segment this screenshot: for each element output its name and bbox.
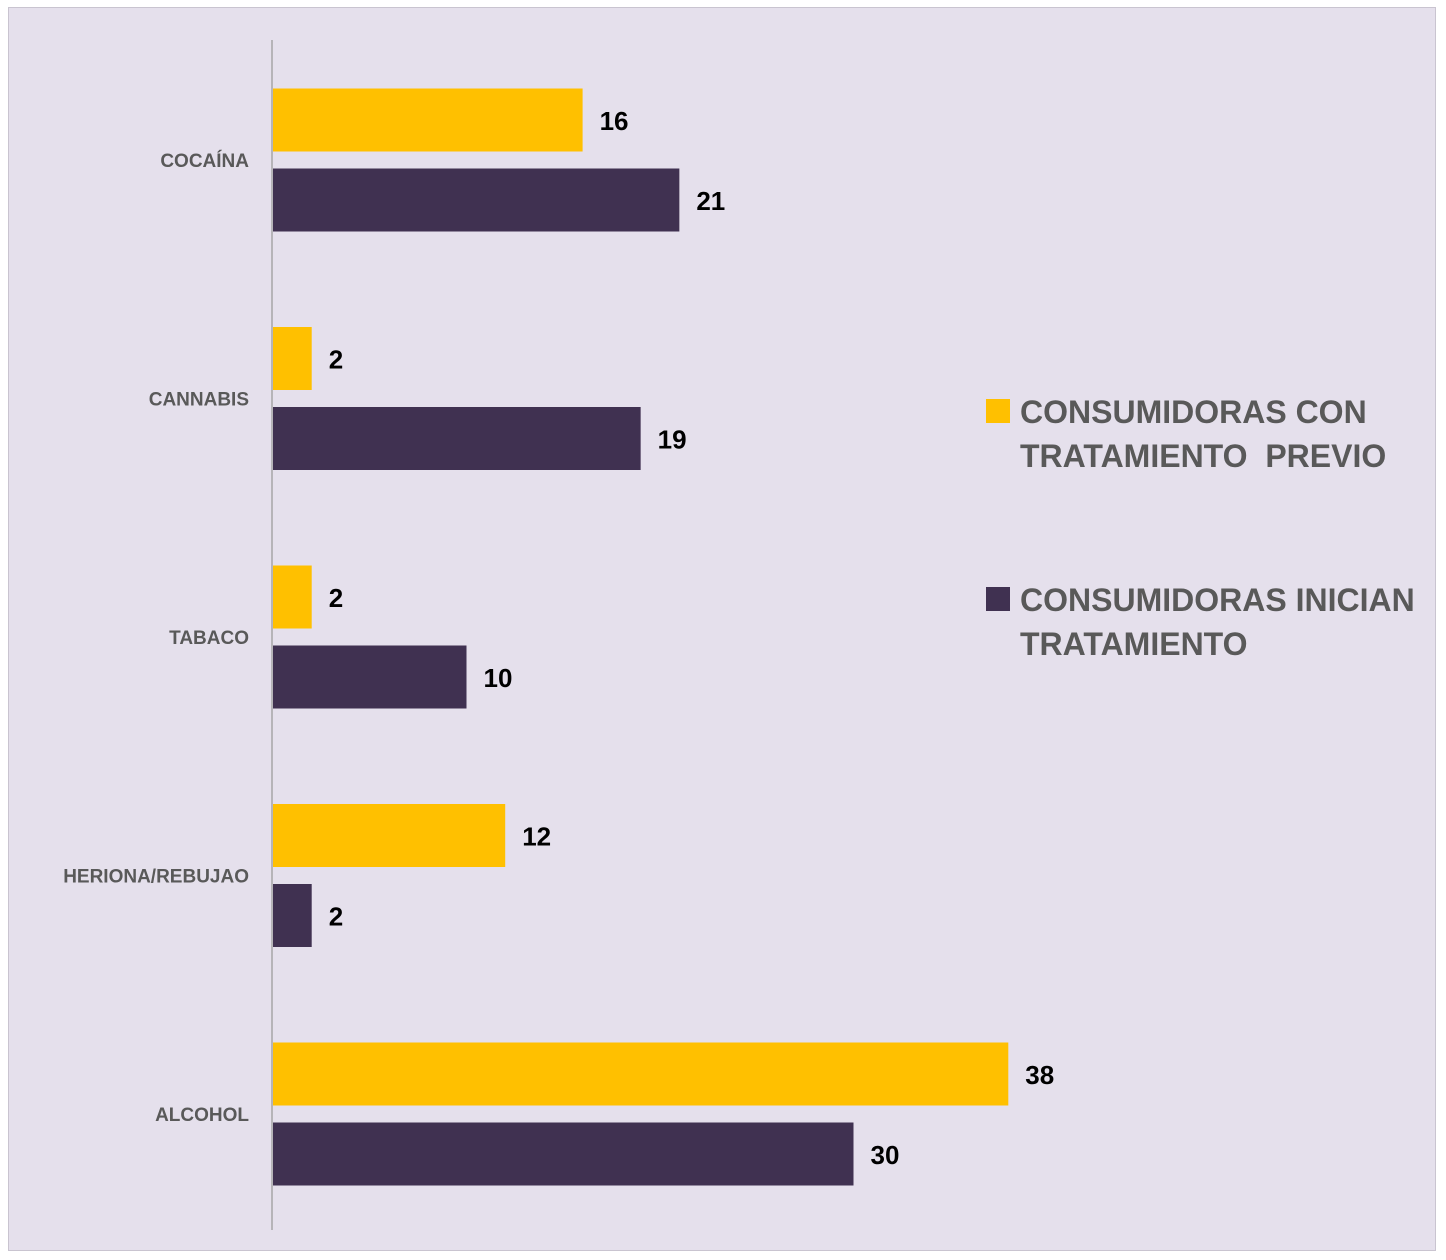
bar-series-0 xyxy=(273,327,312,390)
data-label: 10 xyxy=(484,663,513,693)
bar-series-1 xyxy=(273,407,641,470)
category-label: COCAÍNA xyxy=(160,150,249,172)
bar-series-0 xyxy=(273,565,312,629)
bar-series-0 xyxy=(273,88,583,152)
legend-label-series-0-line-2: TRATAMIENTO PREVIO xyxy=(1020,438,1387,474)
data-label: 19 xyxy=(658,425,687,455)
bar-series-0 xyxy=(273,804,506,867)
data-label: 38 xyxy=(1025,1060,1054,1090)
legend-label-series-1-line-2: TRATAMIENTO xyxy=(1020,626,1248,662)
data-label: 21 xyxy=(696,186,725,216)
category-label: HERIONA/REBUJAO xyxy=(63,867,249,888)
legend-label-series-0-line-1: CONSUMIDORAS CON xyxy=(1020,394,1367,430)
bar-series-1 xyxy=(273,884,312,947)
category-label: ALCOHOL xyxy=(155,1105,249,1126)
legend-swatch-series-1 xyxy=(986,587,1010,611)
legend-label-series-1-line-1: CONSUMIDORAS INICIAN xyxy=(1020,582,1415,618)
category-label: TABACO xyxy=(169,628,249,649)
legend-swatch-series-0 xyxy=(986,399,1010,423)
data-label: 12 xyxy=(522,822,551,852)
category-label: CANNABIS xyxy=(149,390,249,411)
data-label: 2 xyxy=(329,345,343,375)
legend-label-series-1: CONSUMIDORAS INICIAN TRATAMIENTO xyxy=(1020,578,1440,666)
bar-series-1 xyxy=(273,168,680,232)
data-label: 2 xyxy=(329,902,343,932)
data-label: 2 xyxy=(329,583,343,613)
data-label: 30 xyxy=(871,1140,900,1170)
legend-label-series-0: CONSUMIDORAS CON TRATAMIENTO PREVIO xyxy=(1020,390,1440,478)
data-label: 16 xyxy=(600,106,629,136)
legend-item-series-1: CONSUMIDORAS INICIAN TRATAMIENTO xyxy=(986,578,1440,666)
legend-item-series-0: CONSUMIDORAS CON TRATAMIENTO PREVIO xyxy=(986,390,1440,478)
bar-series-0 xyxy=(273,1042,1009,1106)
bar-series-1 xyxy=(273,645,467,709)
bar-series-1 xyxy=(273,1122,854,1186)
